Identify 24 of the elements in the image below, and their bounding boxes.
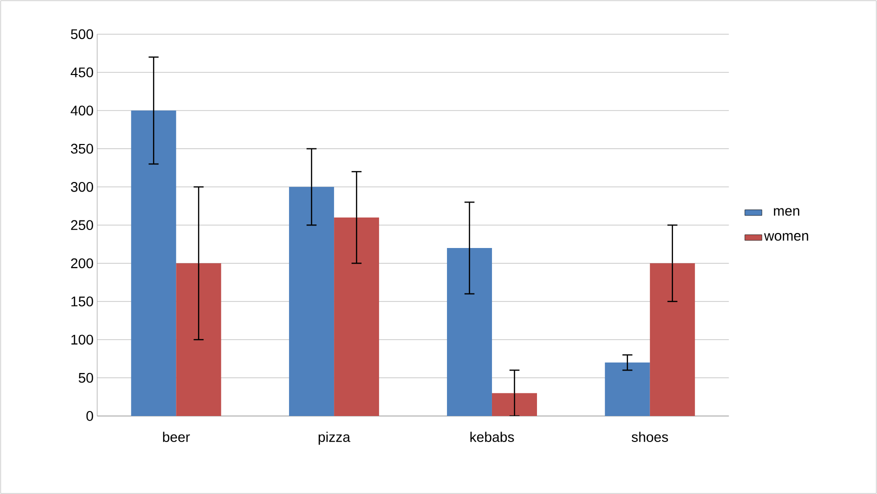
legend-label: women xyxy=(764,232,808,241)
bar xyxy=(604,362,650,416)
y-tick-label: 350 xyxy=(70,144,94,154)
y-tick-label: 500 xyxy=(70,29,94,40)
legend-label: men xyxy=(774,208,800,216)
y-tick-label: 250 xyxy=(71,220,94,230)
y-tick-label: 450 xyxy=(70,67,94,78)
bar xyxy=(176,263,222,416)
x-tick-label: pizza xyxy=(318,432,350,445)
y-tick-label: 50 xyxy=(78,372,94,383)
y-tick-label: 100 xyxy=(71,334,94,345)
y-tick-label: 150 xyxy=(71,296,94,306)
bar xyxy=(131,110,176,416)
y-tick-label: 0 xyxy=(86,410,94,421)
y-tick-label: 400 xyxy=(70,106,94,116)
x-tick-label: kebabs xyxy=(470,432,514,442)
bar xyxy=(334,217,380,416)
bar xyxy=(446,248,492,416)
bar xyxy=(289,186,334,416)
x-tick-label: shoes xyxy=(632,432,668,442)
x-tick-label: beer xyxy=(163,432,190,442)
y-tick-label: 200 xyxy=(71,258,94,268)
y-tick-label: 300 xyxy=(70,182,94,192)
bar xyxy=(650,263,695,416)
